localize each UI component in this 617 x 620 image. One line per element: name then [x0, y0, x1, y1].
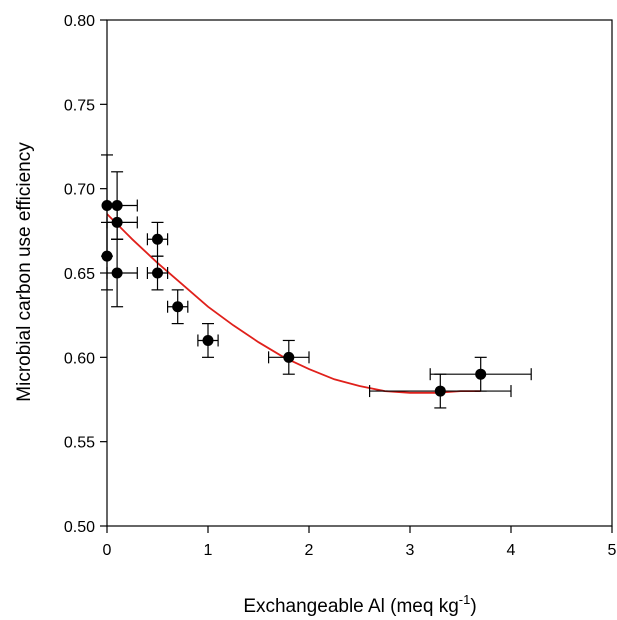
x-tick-label: 3 [406, 542, 415, 559]
y-axis-ticks: 0.50 0.55 0.60 0.65 0.70 0.75 0.80 [64, 13, 107, 536]
data-point [283, 351, 295, 363]
x-tick-label: 4 [507, 542, 516, 559]
error-bars [101, 154, 532, 409]
y-tick-label: 0.55 [64, 435, 95, 452]
x-axis-label: Exchangeable Al (meq kg-1) [243, 592, 476, 617]
data-point [111, 267, 123, 279]
x-axis-label-superscript: -1 [459, 592, 471, 607]
y-tick-label: 0.75 [64, 97, 95, 114]
data-point [111, 200, 123, 212]
x-tick-label: 2 [305, 542, 314, 559]
y-tick-label: 0.60 [64, 350, 95, 367]
data-point [111, 216, 123, 228]
x-axis-label-main: Exchangeable Al (meq kg [243, 596, 458, 617]
data-point [152, 233, 163, 245]
x-tick-label: 5 [608, 542, 617, 559]
fit-curve [106, 213, 481, 394]
y-tick-label: 0.70 [64, 182, 95, 199]
y-tick-label: 0.65 [64, 266, 95, 283]
data-point [202, 334, 214, 346]
x-axis-ticks: 0 1 2 3 4 5 [103, 526, 617, 559]
data-points [101, 200, 487, 397]
data-point [475, 368, 487, 380]
y-tick-label: 0.80 [64, 13, 95, 30]
x-tick-label: 1 [204, 542, 213, 559]
x-axis-label-close: ) [470, 596, 476, 617]
data-point [172, 301, 184, 313]
x-tick-label: 0 [103, 542, 112, 559]
y-tick-label: 0.50 [64, 519, 95, 536]
data-point [152, 267, 163, 279]
data-point [434, 385, 446, 397]
y-axis-label: Microbial carbon use efficiency [14, 142, 35, 402]
plot-area-frame [106, 19, 613, 527]
